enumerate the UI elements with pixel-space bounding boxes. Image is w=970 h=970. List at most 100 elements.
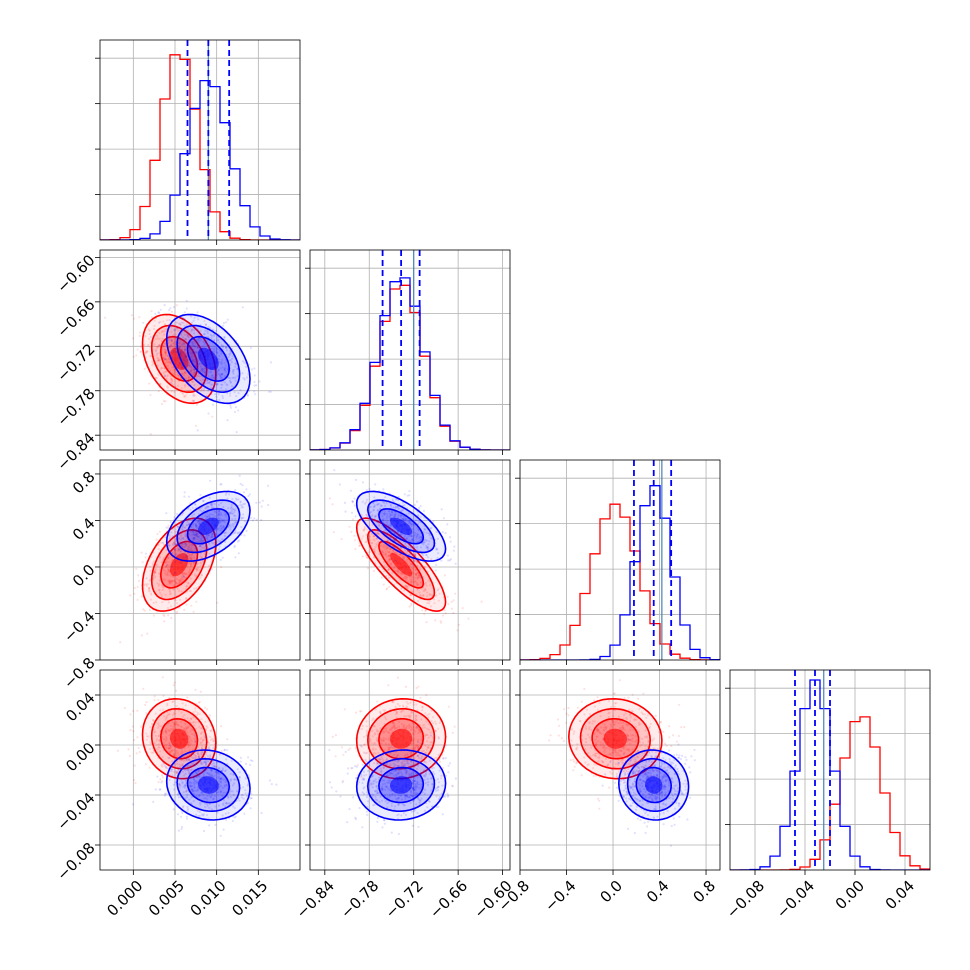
scatter-point bbox=[380, 755, 383, 759]
scatter-point bbox=[184, 338, 188, 341]
scatter-point bbox=[368, 487, 371, 491]
scatter-point bbox=[189, 569, 192, 572]
scatter-point bbox=[405, 727, 408, 730]
scatter-point bbox=[205, 545, 208, 548]
scatter-point bbox=[185, 543, 188, 546]
scatter-point bbox=[398, 578, 401, 581]
scatter-point bbox=[461, 607, 464, 610]
scatter-point bbox=[133, 738, 136, 742]
scatter-point bbox=[238, 539, 241, 542]
scatter-point bbox=[191, 351, 194, 354]
scatter-point bbox=[236, 532, 239, 535]
scatter-point bbox=[361, 763, 364, 766]
scatter-point bbox=[223, 361, 226, 364]
scatter-point bbox=[390, 510, 393, 513]
scatter-point bbox=[194, 536, 197, 539]
scatter-point bbox=[223, 518, 226, 521]
scatter-point bbox=[196, 533, 199, 536]
scatter-point bbox=[175, 752, 178, 755]
scatter-point bbox=[210, 393, 213, 396]
scatter-point bbox=[158, 332, 161, 335]
scatter-point bbox=[229, 406, 232, 409]
scatter-point bbox=[198, 794, 201, 797]
scatter-point bbox=[225, 531, 228, 534]
y-tick-label: 0.0 bbox=[69, 561, 99, 591]
scatter-point bbox=[416, 564, 419, 567]
scatter-point bbox=[173, 368, 176, 371]
scatter-point bbox=[197, 756, 200, 759]
scatter-point bbox=[354, 711, 358, 714]
scatter-point bbox=[435, 563, 438, 566]
scatter-point bbox=[153, 574, 156, 577]
scatter-point bbox=[369, 539, 372, 542]
scatter-point bbox=[169, 362, 172, 365]
scatter-point bbox=[131, 725, 134, 728]
scatter-point bbox=[216, 777, 220, 780]
scatter-point bbox=[404, 575, 407, 578]
scatter-point bbox=[210, 769, 213, 772]
scatter-point bbox=[219, 517, 222, 520]
scatter-point bbox=[411, 558, 414, 561]
scatter-point bbox=[196, 789, 199, 792]
scatter-point bbox=[163, 348, 166, 351]
scatter-point bbox=[212, 762, 215, 765]
scatter-point bbox=[213, 349, 216, 352]
scatter-point bbox=[192, 348, 195, 351]
scatter-point bbox=[377, 532, 380, 535]
scatter-point bbox=[219, 558, 222, 561]
scatter-point bbox=[157, 357, 160, 360]
scatter-point bbox=[186, 717, 189, 720]
scatter-point bbox=[192, 720, 195, 723]
scatter-point bbox=[190, 557, 193, 560]
scatter-point bbox=[200, 519, 203, 522]
scatter-point bbox=[129, 594, 132, 597]
scatter-point bbox=[375, 728, 378, 731]
scatter-point bbox=[402, 725, 405, 728]
scatter-point bbox=[179, 561, 182, 564]
scatter-point bbox=[218, 369, 221, 372]
scatter-point bbox=[168, 742, 171, 745]
scatter-point bbox=[391, 510, 394, 514]
scatter-point bbox=[183, 526, 186, 529]
scatter-point bbox=[198, 810, 201, 814]
scatter-point bbox=[175, 723, 178, 726]
scatter-point bbox=[180, 577, 183, 580]
scatter-point bbox=[428, 534, 431, 537]
scatter-point bbox=[179, 725, 182, 728]
scatter-point bbox=[362, 528, 365, 532]
scatter-point bbox=[210, 334, 214, 337]
scatter-point bbox=[393, 515, 396, 518]
scatter-point bbox=[202, 793, 205, 796]
scatter-point bbox=[444, 532, 447, 535]
scatter-point bbox=[408, 535, 411, 538]
scatter-point bbox=[157, 359, 160, 362]
scatter-point bbox=[246, 802, 250, 805]
scatter-point bbox=[207, 534, 210, 537]
scatter-point bbox=[186, 769, 189, 772]
scatter-point bbox=[353, 504, 356, 507]
scatter-point bbox=[368, 737, 371, 740]
scatter-point bbox=[168, 593, 172, 596]
scatter-point bbox=[226, 318, 229, 321]
scatter-point bbox=[183, 786, 187, 789]
scatter-point bbox=[222, 526, 226, 529]
scatter-point bbox=[230, 507, 233, 510]
scatter-point bbox=[404, 753, 407, 756]
scatter-point bbox=[224, 818, 228, 821]
scatter-point bbox=[169, 751, 172, 754]
scatter-point bbox=[172, 783, 176, 786]
scatter-point bbox=[203, 333, 206, 336]
scatter-point bbox=[240, 517, 243, 520]
scatter-point bbox=[164, 350, 167, 353]
scatter-point bbox=[343, 501, 347, 504]
scatter-point bbox=[176, 770, 179, 773]
scatter-point bbox=[331, 503, 334, 506]
scatter-point bbox=[148, 590, 151, 593]
scatter-point bbox=[203, 387, 206, 390]
scatter-point bbox=[162, 694, 165, 697]
scatter-point bbox=[408, 716, 411, 719]
scatter-point bbox=[157, 726, 160, 729]
scatter-point bbox=[436, 557, 439, 560]
scatter-point bbox=[418, 537, 421, 540]
scatter-point bbox=[201, 814, 205, 817]
